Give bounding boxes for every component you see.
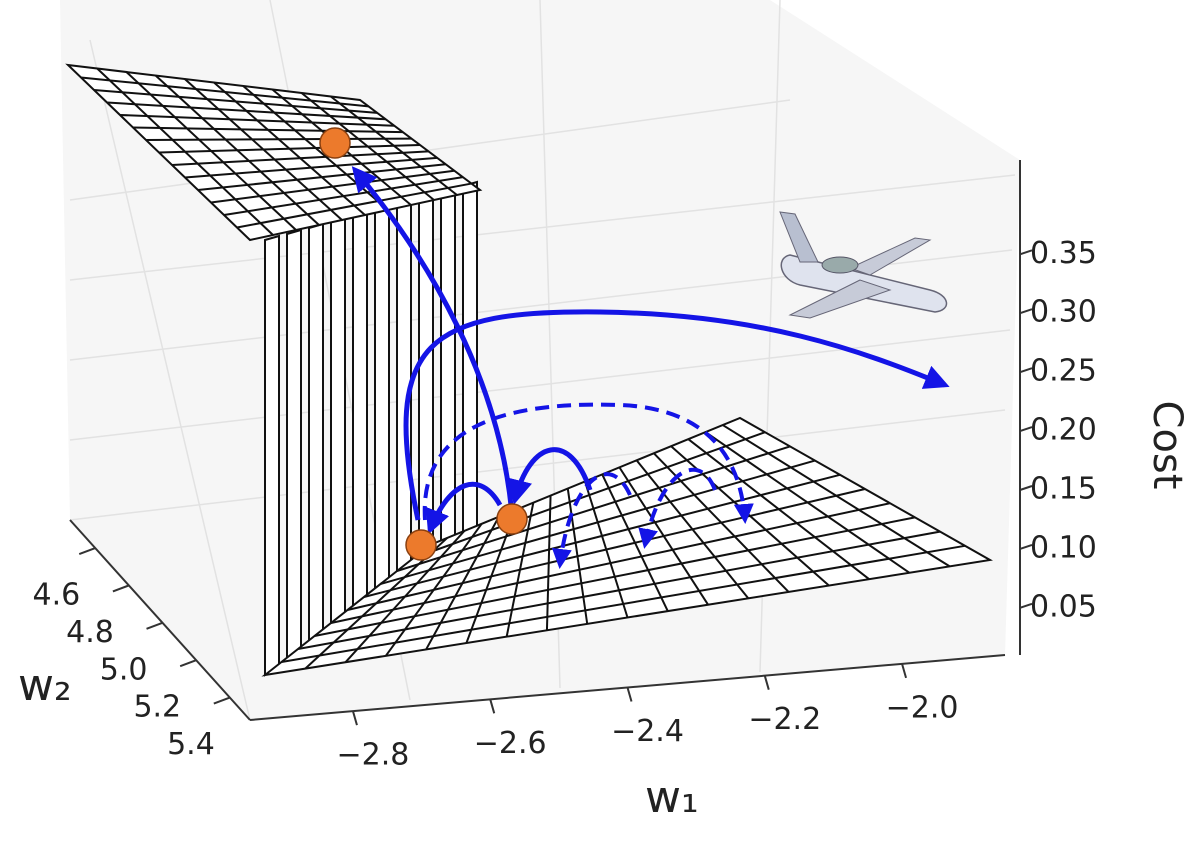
mesh-line	[132, 126, 403, 134]
cliff-strip	[286, 228, 302, 664]
annotations	[319, 127, 950, 569]
mesh-line	[197, 163, 446, 191]
x-tick	[763, 675, 770, 690]
x-tick	[351, 710, 358, 726]
z-axis-label: Cost	[1144, 401, 1190, 490]
x-tick	[901, 663, 908, 679]
mesh-line	[363, 473, 841, 598]
z-tick-label: 0.25	[1030, 354, 1097, 389]
y-tick	[146, 621, 163, 630]
mesh-line	[171, 150, 429, 166]
z-tick-label: 0.10	[1030, 530, 1097, 565]
z-tick	[1019, 485, 1033, 491]
z-tick-label: 0.05	[1030, 589, 1097, 624]
mesh-line	[119, 114, 395, 127]
cliff-strip	[352, 210, 368, 625]
y-tick	[179, 659, 197, 668]
y-tick	[213, 696, 231, 705]
x-axis-label: w₁	[645, 772, 699, 823]
y-axis-label: w₂	[18, 660, 72, 711]
mesh-line	[297, 530, 941, 650]
airplane-icon	[779, 211, 948, 319]
mesh-line	[210, 169, 455, 204]
z-tick	[1019, 602, 1033, 609]
z-tick	[1019, 367, 1033, 374]
z-tick	[1019, 543, 1033, 550]
mesh-line	[330, 502, 891, 624]
cliff-strip	[440, 186, 456, 573]
mesh-line	[223, 176, 464, 216]
mesh-line	[347, 488, 866, 611]
mesh-line	[106, 101, 386, 121]
mesh-line	[145, 137, 412, 141]
cliff-strip	[264, 234, 280, 677]
x-tick	[626, 687, 633, 702]
z-tick-label: 0.35	[1030, 236, 1097, 271]
mesh-line	[158, 144, 421, 154]
mesh-line	[80, 76, 369, 108]
y-tick-label: 4.6	[33, 578, 81, 613]
y-tick-label: 5.4	[167, 727, 215, 762]
axes	[69, 160, 1033, 726]
x-tick-label: −2.6	[474, 726, 547, 761]
z-tick	[1019, 249, 1033, 256]
mesh-line	[236, 182, 472, 229]
mesh-line	[413, 431, 766, 559]
y-tick-label: 4.8	[66, 615, 114, 650]
cliff-strip	[374, 204, 390, 612]
x-tick-label: −2.4	[611, 714, 684, 749]
x-tick	[489, 699, 496, 714]
cliff-strip	[308, 222, 324, 651]
mesh-line	[314, 516, 916, 637]
y-tick-label: 5.0	[100, 652, 148, 687]
y-tick-label: 5.2	[133, 690, 181, 725]
y-tick	[112, 584, 130, 593]
y-tick	[78, 547, 96, 555]
mesh-line	[93, 89, 378, 114]
mesh-line	[396, 445, 791, 572]
x-tick-label: −2.8	[337, 738, 410, 773]
mesh-line	[184, 156, 438, 179]
z-tick-label: 0.30	[1030, 295, 1097, 330]
cliff-strip	[330, 216, 346, 638]
z-tick	[1019, 308, 1033, 315]
x-tick-label: −2.2	[748, 702, 821, 737]
z-tick	[1019, 426, 1033, 433]
z-tick-label: 0.15	[1030, 472, 1097, 507]
mesh-line	[281, 544, 966, 663]
x-tick-label: −2.0	[886, 690, 959, 725]
mesh-line	[380, 459, 816, 585]
z-tick-label: 0.20	[1030, 413, 1097, 448]
